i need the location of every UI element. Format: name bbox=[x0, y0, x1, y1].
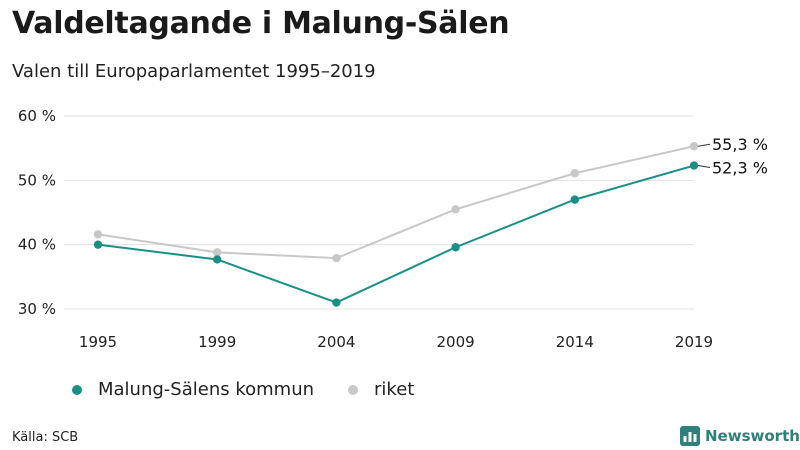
data-point bbox=[689, 161, 699, 170]
series-line bbox=[97, 164, 695, 304]
y-tick-label: 30 % bbox=[18, 300, 56, 318]
chart-title: Valdeltagande i Malung-Sälen bbox=[12, 6, 510, 41]
legend: Malung-Sälens kommun riket bbox=[72, 379, 448, 400]
bar-chart-icon bbox=[680, 426, 700, 446]
brand-name: Newsworthy bbox=[705, 427, 800, 445]
data-point bbox=[93, 240, 103, 249]
data-point bbox=[570, 195, 579, 204]
end-labels: 55,3 % 52,3 % bbox=[697, 135, 768, 178]
legend-label-malung: Malung-Sälens kommun bbox=[98, 379, 315, 400]
x-tick-label: 2004 bbox=[317, 333, 355, 351]
legend-marker-riket bbox=[348, 384, 359, 395]
x-tick-label: 1999 bbox=[198, 333, 236, 351]
legend-marker-malung bbox=[72, 384, 82, 395]
data-point bbox=[213, 255, 222, 264]
x-tick-label: 2009 bbox=[437, 333, 475, 351]
data-point bbox=[451, 243, 460, 252]
series-malung bbox=[93, 161, 699, 307]
grid-lines bbox=[64, 115, 694, 310]
x-tick-label: 2014 bbox=[556, 333, 594, 351]
series-riket bbox=[93, 142, 699, 263]
y-tick-label: 60 % bbox=[18, 107, 56, 125]
end-label-leader bbox=[697, 143, 711, 147]
legend-item-malung[interactable]: Malung-Sälens kommun bbox=[72, 379, 314, 400]
y-tick-label: 40 % bbox=[18, 236, 56, 254]
x-tick-label: 2019 bbox=[675, 333, 713, 351]
data-point bbox=[570, 169, 579, 178]
series-line bbox=[97, 145, 695, 260]
chart-subtitle: Valen till Europaparlamentet 1995–2019 bbox=[12, 61, 376, 82]
end-label-leader bbox=[697, 165, 711, 169]
data-point bbox=[332, 298, 341, 307]
series-lines bbox=[93, 142, 699, 307]
line-chart: 30 % 40 % 50 % 60 % 1995 1999 2004 2009 2014 201… bbox=[18, 107, 768, 351]
data-point bbox=[451, 205, 460, 214]
x-axis-ticks: 1995 1999 2004 2009 2014 2019 bbox=[79, 333, 713, 351]
x-tick-label: 1995 bbox=[79, 333, 117, 351]
end-label: 52,3 % bbox=[712, 159, 768, 178]
legend-item-riket[interactable]: riket bbox=[348, 379, 414, 400]
data-point bbox=[93, 230, 103, 239]
data-point bbox=[213, 248, 222, 257]
y-tick-label: 50 % bbox=[18, 171, 56, 189]
end-label: 55,3 % bbox=[712, 135, 768, 154]
data-point bbox=[332, 253, 341, 263]
legend-label-riket: riket bbox=[374, 379, 415, 400]
data-point bbox=[689, 142, 699, 151]
brand-logo[interactable]: Newsworthy bbox=[680, 426, 800, 446]
y-axis-ticks: 30 % 40 % 50 % 60 % bbox=[18, 107, 56, 318]
source-note: Källa: SCB bbox=[12, 430, 79, 445]
